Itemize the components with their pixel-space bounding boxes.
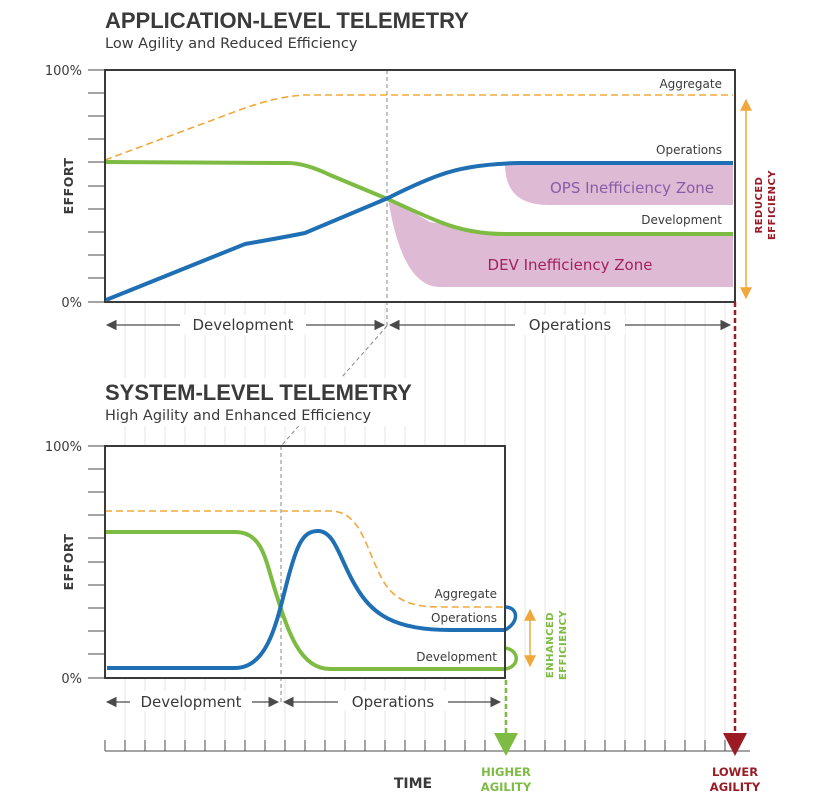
top-aggregate-line xyxy=(104,94,733,161)
top-phase-dev-bg xyxy=(180,315,306,335)
top-aggregate-label: Aggregate xyxy=(659,77,722,91)
bottom-operations-label: Operations xyxy=(431,611,497,625)
top-development-line xyxy=(104,160,733,236)
top-y-axis-label: EFFORT xyxy=(61,158,76,215)
bottom-phase-operations: Operations xyxy=(352,693,435,711)
bottom-operations-tail xyxy=(504,605,518,632)
top-operations-line xyxy=(105,161,733,302)
bottom-chart-title: SYSTEM-LEVEL TELEMETRY xyxy=(105,380,412,405)
dev-inefficiency-zone xyxy=(388,198,733,287)
ops-inefficiency-zone xyxy=(505,164,733,205)
time-axis-label: TIME xyxy=(394,776,432,792)
bottom-phase-development: Development xyxy=(141,693,242,711)
enhanced-efficiency-label-line2: EFFICIENCY xyxy=(558,610,569,680)
bottom-operations-line xyxy=(107,528,505,670)
bottom-chart-y-ticks xyxy=(88,445,105,679)
reduced-efficiency-label-line2: EFFICIENCY xyxy=(767,170,778,240)
top-y-tick-0: 0% xyxy=(61,296,82,311)
lower-agility-label-line2: AGILITY xyxy=(710,780,761,794)
top-chart-title: APPLICATION-LEVEL TELEMETRY xyxy=(105,8,469,33)
reduced-efficiency-label-line1: REDUCED xyxy=(754,177,765,234)
lower-agility-arrowhead xyxy=(723,733,747,756)
bottom-development-label: Development xyxy=(416,650,497,664)
ops-zone-label: OPS Inefficiency Zone xyxy=(550,179,714,197)
top-phase-development: Development xyxy=(193,316,294,334)
top-y-tick-100: 100% xyxy=(45,64,82,79)
bottom-y-tick-100: 100% xyxy=(45,440,82,455)
bottom-phase-ops-bg xyxy=(338,691,448,711)
bottom-phase-dev-bg xyxy=(130,691,252,711)
bottom-y-axis-label: EFFORT xyxy=(61,534,76,591)
top-chart-frame xyxy=(104,69,736,303)
bottom-aggregate-line xyxy=(105,510,505,608)
higher-agility-label-line2: AGILITY xyxy=(481,780,532,794)
bottom-y-tick-0: 0% xyxy=(61,672,82,687)
bottom-title-bg xyxy=(100,378,420,426)
top-chart-y-ticks xyxy=(88,69,105,303)
bottom-development-tail xyxy=(504,646,518,671)
top-operations-label: Operations xyxy=(656,143,722,157)
bottom-aggregate-label: Aggregate xyxy=(434,587,497,601)
top-chart-subtitle: Low Agility and Reduced Efficiency xyxy=(105,36,358,52)
enhanced-efficiency-label-line1: ENHANCED xyxy=(545,612,556,678)
bottom-development-line xyxy=(105,530,505,671)
higher-agility-arrowhead xyxy=(494,733,518,756)
top-development-label: Development xyxy=(641,213,722,227)
timeline-axis xyxy=(104,740,750,752)
lower-agility-label-line1: LOWER xyxy=(712,765,758,779)
dev-zone-label: DEV Inefficiency Zone xyxy=(488,256,653,274)
top-phase-ops-bg xyxy=(515,315,625,335)
bottom-chart-frame xyxy=(104,445,506,679)
top-phase-operations: Operations xyxy=(529,316,612,334)
higher-agility-label-line1: HIGHER xyxy=(481,765,531,779)
bottom-chart-subtitle: High Agility and Enhanced Efficiency xyxy=(105,408,371,424)
bottom-chart-plot-area xyxy=(105,446,505,678)
